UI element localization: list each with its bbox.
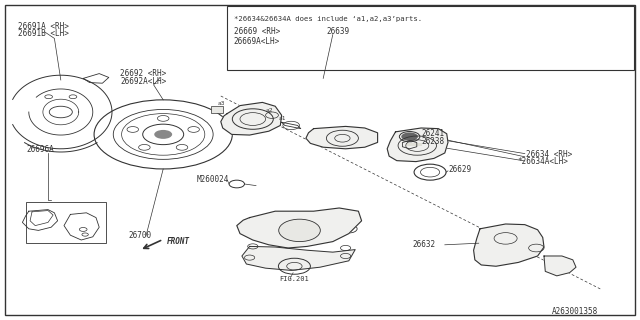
Text: a1: a1 xyxy=(278,116,286,121)
Text: 26700: 26700 xyxy=(128,231,151,240)
Bar xyxy=(211,106,223,113)
Polygon shape xyxy=(544,256,576,276)
Circle shape xyxy=(401,132,418,141)
Polygon shape xyxy=(306,126,378,149)
Text: FIG.201: FIG.201 xyxy=(280,276,309,282)
Text: 26238: 26238 xyxy=(421,137,444,146)
Text: 26692A<LH>: 26692A<LH> xyxy=(120,76,166,85)
Bar xyxy=(227,6,634,70)
Text: 26691B <LH>: 26691B <LH> xyxy=(18,29,68,38)
Text: 26691A <RH>: 26691A <RH> xyxy=(18,22,68,31)
Text: 26696A: 26696A xyxy=(27,145,54,154)
Text: 26669 <RH>: 26669 <RH> xyxy=(234,27,280,36)
Bar xyxy=(26,202,106,243)
Text: *26634&26634A does include ‘a1,a2,a3’parts.: *26634&26634A does include ‘a1,a2,a3’par… xyxy=(234,16,422,22)
Text: a3: a3 xyxy=(218,101,225,106)
Polygon shape xyxy=(237,208,362,248)
Text: a2: a2 xyxy=(266,108,273,113)
Text: 26639: 26639 xyxy=(326,27,349,36)
Ellipse shape xyxy=(279,219,321,242)
Text: 26634 <RH>: 26634 <RH> xyxy=(526,150,572,159)
Bar xyxy=(406,143,422,146)
Text: 26241: 26241 xyxy=(421,129,444,138)
Text: 26669A<LH>: 26669A<LH> xyxy=(234,37,280,46)
Text: FRONT: FRONT xyxy=(166,237,189,246)
Polygon shape xyxy=(242,246,355,270)
Polygon shape xyxy=(474,224,544,266)
Text: A263001358: A263001358 xyxy=(552,307,598,316)
Circle shape xyxy=(154,130,172,139)
Polygon shape xyxy=(387,128,448,162)
Polygon shape xyxy=(221,102,282,135)
Text: *26634A<LH>: *26634A<LH> xyxy=(517,157,568,166)
Text: M260024: M260024 xyxy=(197,175,230,184)
Text: 26692 <RH>: 26692 <RH> xyxy=(120,69,166,78)
Text: 26632: 26632 xyxy=(413,240,436,249)
Text: 26629: 26629 xyxy=(448,165,471,174)
